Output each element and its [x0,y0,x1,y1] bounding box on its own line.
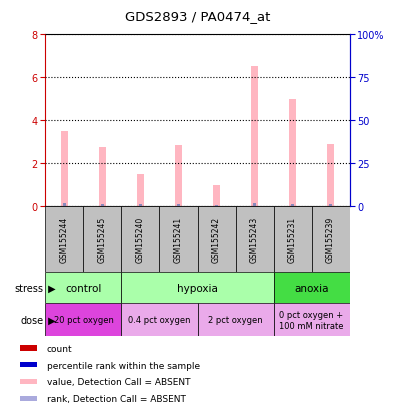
Bar [235,206,274,273]
Bar [289,100,296,206]
Text: GSM155245: GSM155245 [98,216,107,263]
Bar [198,304,274,337]
Bar [137,174,144,206]
Bar [327,145,334,206]
Text: hypoxia: hypoxia [177,283,218,293]
Bar [83,206,122,273]
Text: GDS2893 / PA0474_at: GDS2893 / PA0474_at [125,10,270,23]
Bar [198,206,235,273]
Text: GSM155241: GSM155241 [174,216,183,263]
Text: stress: stress [15,283,43,293]
Text: GSM155244: GSM155244 [60,216,69,263]
Bar [19,379,37,384]
Bar [291,204,294,206]
Bar [122,273,274,304]
Text: 20 pct oxygen: 20 pct oxygen [53,316,113,325]
Bar [99,147,106,206]
Bar [175,145,182,206]
Bar [19,345,37,351]
Text: control: control [65,283,102,293]
Text: 0 pct oxygen +
100 mM nitrate: 0 pct oxygen + 100 mM nitrate [279,311,344,330]
Text: GSM155231: GSM155231 [288,216,297,263]
Text: anoxia: anoxia [294,283,329,293]
Text: 2 pct oxygen: 2 pct oxygen [208,316,263,325]
Text: 0.4 pct oxygen: 0.4 pct oxygen [128,316,191,325]
Bar [122,206,160,273]
Bar [45,206,83,273]
Bar [19,362,37,368]
Bar [45,304,122,337]
Bar [177,204,181,206]
Bar [62,204,66,206]
Text: count: count [47,344,72,353]
Bar [329,205,333,206]
Bar [273,304,350,337]
Text: ▶: ▶ [45,283,56,293]
Bar [253,204,256,206]
Text: ▶: ▶ [45,315,56,325]
Text: GSM155242: GSM155242 [212,216,221,263]
Text: rank, Detection Call = ABSENT: rank, Detection Call = ABSENT [47,394,186,403]
Text: GSM155243: GSM155243 [250,216,259,263]
Text: GSM155239: GSM155239 [326,216,335,263]
Bar [139,205,142,206]
Bar [251,67,258,206]
Bar [45,273,122,304]
Text: GSM155240: GSM155240 [136,216,145,263]
Bar [19,396,37,401]
Bar [61,131,68,206]
Bar [122,304,198,337]
Bar [312,206,350,273]
Text: value, Detection Call = ABSENT: value, Detection Call = ABSENT [47,377,190,387]
Bar [160,206,198,273]
Text: dose: dose [20,315,43,325]
Bar [273,273,350,304]
Text: percentile rank within the sample: percentile rank within the sample [47,361,200,370]
Bar [273,206,312,273]
Bar [101,204,104,206]
Bar [213,185,220,206]
